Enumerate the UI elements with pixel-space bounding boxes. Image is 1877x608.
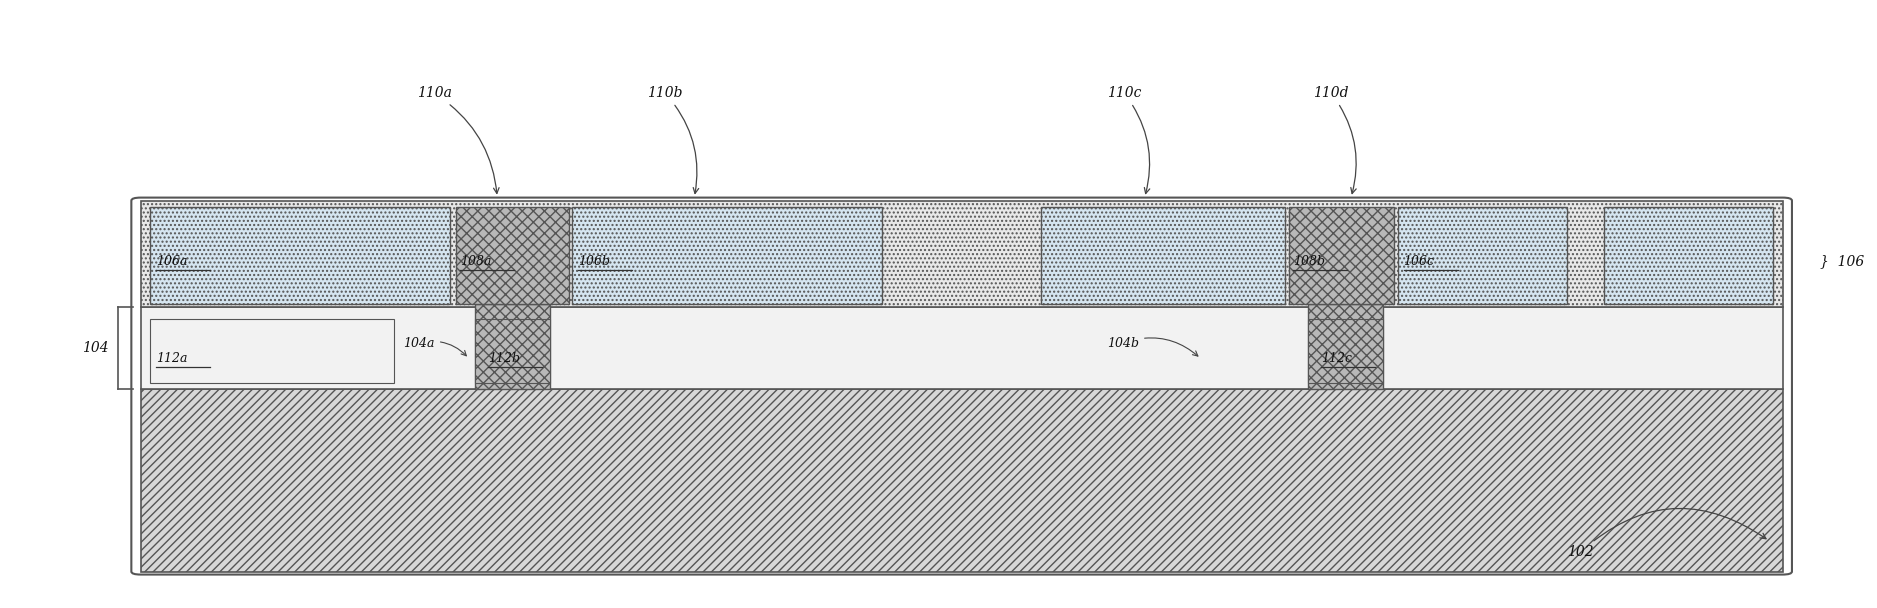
Text: 106a: 106a xyxy=(156,255,188,268)
Bar xyxy=(1398,207,1567,304)
Bar xyxy=(150,319,394,383)
Bar xyxy=(1605,207,1774,304)
Bar xyxy=(141,307,1783,389)
Text: 112a: 112a xyxy=(156,352,188,365)
Bar xyxy=(141,201,1783,307)
Bar xyxy=(1042,207,1286,304)
Bar xyxy=(1308,304,1383,389)
Text: 110d: 110d xyxy=(1314,86,1357,193)
Bar xyxy=(572,207,882,304)
Text: 112c: 112c xyxy=(1321,352,1351,365)
Text: 112b: 112b xyxy=(488,352,520,365)
Text: }  106: } 106 xyxy=(1821,254,1864,269)
Text: 104b: 104b xyxy=(1107,337,1198,356)
Text: 108a: 108a xyxy=(460,255,492,268)
Text: 106b: 106b xyxy=(578,255,610,268)
Text: 110c: 110c xyxy=(1107,86,1151,193)
Bar xyxy=(150,207,450,304)
Text: 110b: 110b xyxy=(648,86,698,193)
Bar xyxy=(141,389,1783,572)
Text: 106c: 106c xyxy=(1404,255,1434,268)
Text: 104: 104 xyxy=(83,341,109,355)
Bar xyxy=(1308,319,1383,383)
Bar xyxy=(475,304,550,389)
Text: 110a: 110a xyxy=(417,86,499,193)
Bar xyxy=(475,319,550,383)
Text: 104a: 104a xyxy=(404,337,465,356)
Text: 108b: 108b xyxy=(1293,255,1325,268)
Bar xyxy=(456,207,569,304)
Text: 102: 102 xyxy=(1567,508,1766,559)
Bar xyxy=(1289,207,1395,304)
